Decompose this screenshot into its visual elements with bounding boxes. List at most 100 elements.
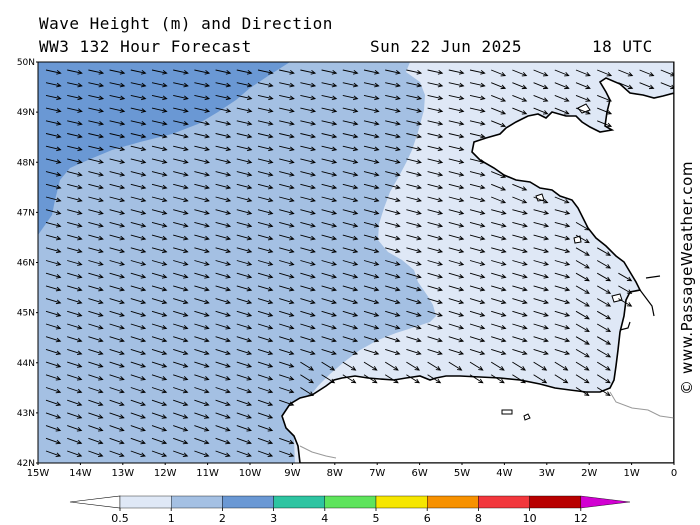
wave-arrow-head [437,350,443,356]
wave-arrow-head [289,108,295,113]
wave-arrow-head [246,121,253,126]
wave-arrow-head [374,133,380,139]
wave-arrow [597,464,610,472]
wave-arrow-head [204,337,210,343]
wave-arrow [109,425,124,431]
wave-arrow [109,69,125,74]
wave-arrow-head [98,274,104,279]
wave-arrow-head [437,95,444,101]
wave-arrow-head [55,337,62,343]
wave-arrow-head [246,146,253,152]
wave-arrow [173,107,188,112]
wave-arrow-head [225,184,232,190]
wave-arrow [194,221,209,227]
wave-arrow [45,323,61,329]
wave-arrow [575,247,590,256]
wave-arrow-head [76,363,83,368]
wave-arrow [257,399,273,406]
wave-arrow [427,69,443,74]
wave-arrow [279,69,294,74]
wave-arrow-head [267,388,274,394]
wave-arrow [45,437,61,444]
wave-arrow-head [310,337,316,343]
wave-arrow-head [543,337,549,343]
wave-arrow-head [77,248,83,254]
wave-arrow [342,158,358,163]
wave-arrow [279,450,294,457]
wave-arrow-head [98,325,104,330]
wave-arrow [342,133,358,138]
wave-arrow [554,336,570,342]
island [501,409,513,415]
wave-arrow-head [331,337,337,343]
wave-arrow-head [393,366,399,371]
wave-arrow [215,387,230,393]
wave-arrow-head [246,210,253,215]
wave-arrow-head [183,70,189,75]
wave-arrow [109,120,125,125]
wave-arrow-head [605,468,609,472]
wave-arrow-head [416,261,422,266]
lon-label: 6W [411,468,427,479]
wave-arrow-head [183,197,189,203]
colorbar-label: 12 [574,512,588,525]
wave-arrow [215,374,230,380]
wave-arrow [236,374,252,380]
wave-arrow [236,348,252,355]
wave-arrow [363,272,379,278]
wave-arrow [215,336,231,342]
wave-arrow [342,260,358,266]
wave-arrow-head [584,366,590,371]
wave-arrow-head [331,95,338,101]
wave-arrow [385,196,400,202]
wave-arrow [67,361,82,368]
wave-arrow-head [395,235,401,241]
wave-arrow [363,260,379,266]
wave-arrow-head [310,146,316,152]
wave-arrow [469,298,485,304]
wave-arrow [257,234,273,240]
wave-arrow [257,183,273,189]
colorbar-label: 0.5 [111,512,129,525]
wave-arrow [257,120,273,125]
wave-arrow [596,247,611,256]
wave-arrow-head [541,366,548,371]
wave-arrow [406,183,422,189]
wave-arrow-head [480,121,486,126]
wave-arrow [321,158,337,163]
wave-arrow [109,336,125,342]
wave-arrow [300,158,316,163]
lon-label: 10W [239,468,262,479]
wave-arrow-head [119,248,126,254]
wave-arrow [427,374,441,384]
wave-arrow [215,82,231,87]
wave-arrow [279,399,294,406]
wave-arrow-head [499,378,505,384]
wave-arrow [109,374,124,380]
wave-arrow [67,348,82,355]
wave-arrow [173,94,188,100]
wave-arrow-head [183,248,189,254]
wave-arrow-head [77,223,83,228]
wave-arrow-head [352,274,359,279]
wave-arrow-head [98,184,104,190]
wave-arrow [596,336,611,345]
wave-arrow [427,361,441,371]
wave-arrow-head [436,468,440,472]
wave-arrow-head [416,184,422,190]
wave-arrow-head [416,299,422,305]
wave-arrow-head [584,238,590,244]
wave-arrow [512,196,527,204]
wave-arrow [151,399,167,406]
wave-arrow [257,221,273,227]
wave-arrow [215,437,230,444]
wave-arrow [342,323,358,329]
wave-arrow-head [522,325,528,330]
wave-arrow [533,298,549,304]
wave-arrow-head [204,274,210,279]
wave-arrow-head [225,466,229,470]
wave-arrow-head [225,133,232,139]
wave-arrow-head [140,248,147,254]
wave-arrow [236,158,252,163]
wave-arrow-head [564,97,570,102]
